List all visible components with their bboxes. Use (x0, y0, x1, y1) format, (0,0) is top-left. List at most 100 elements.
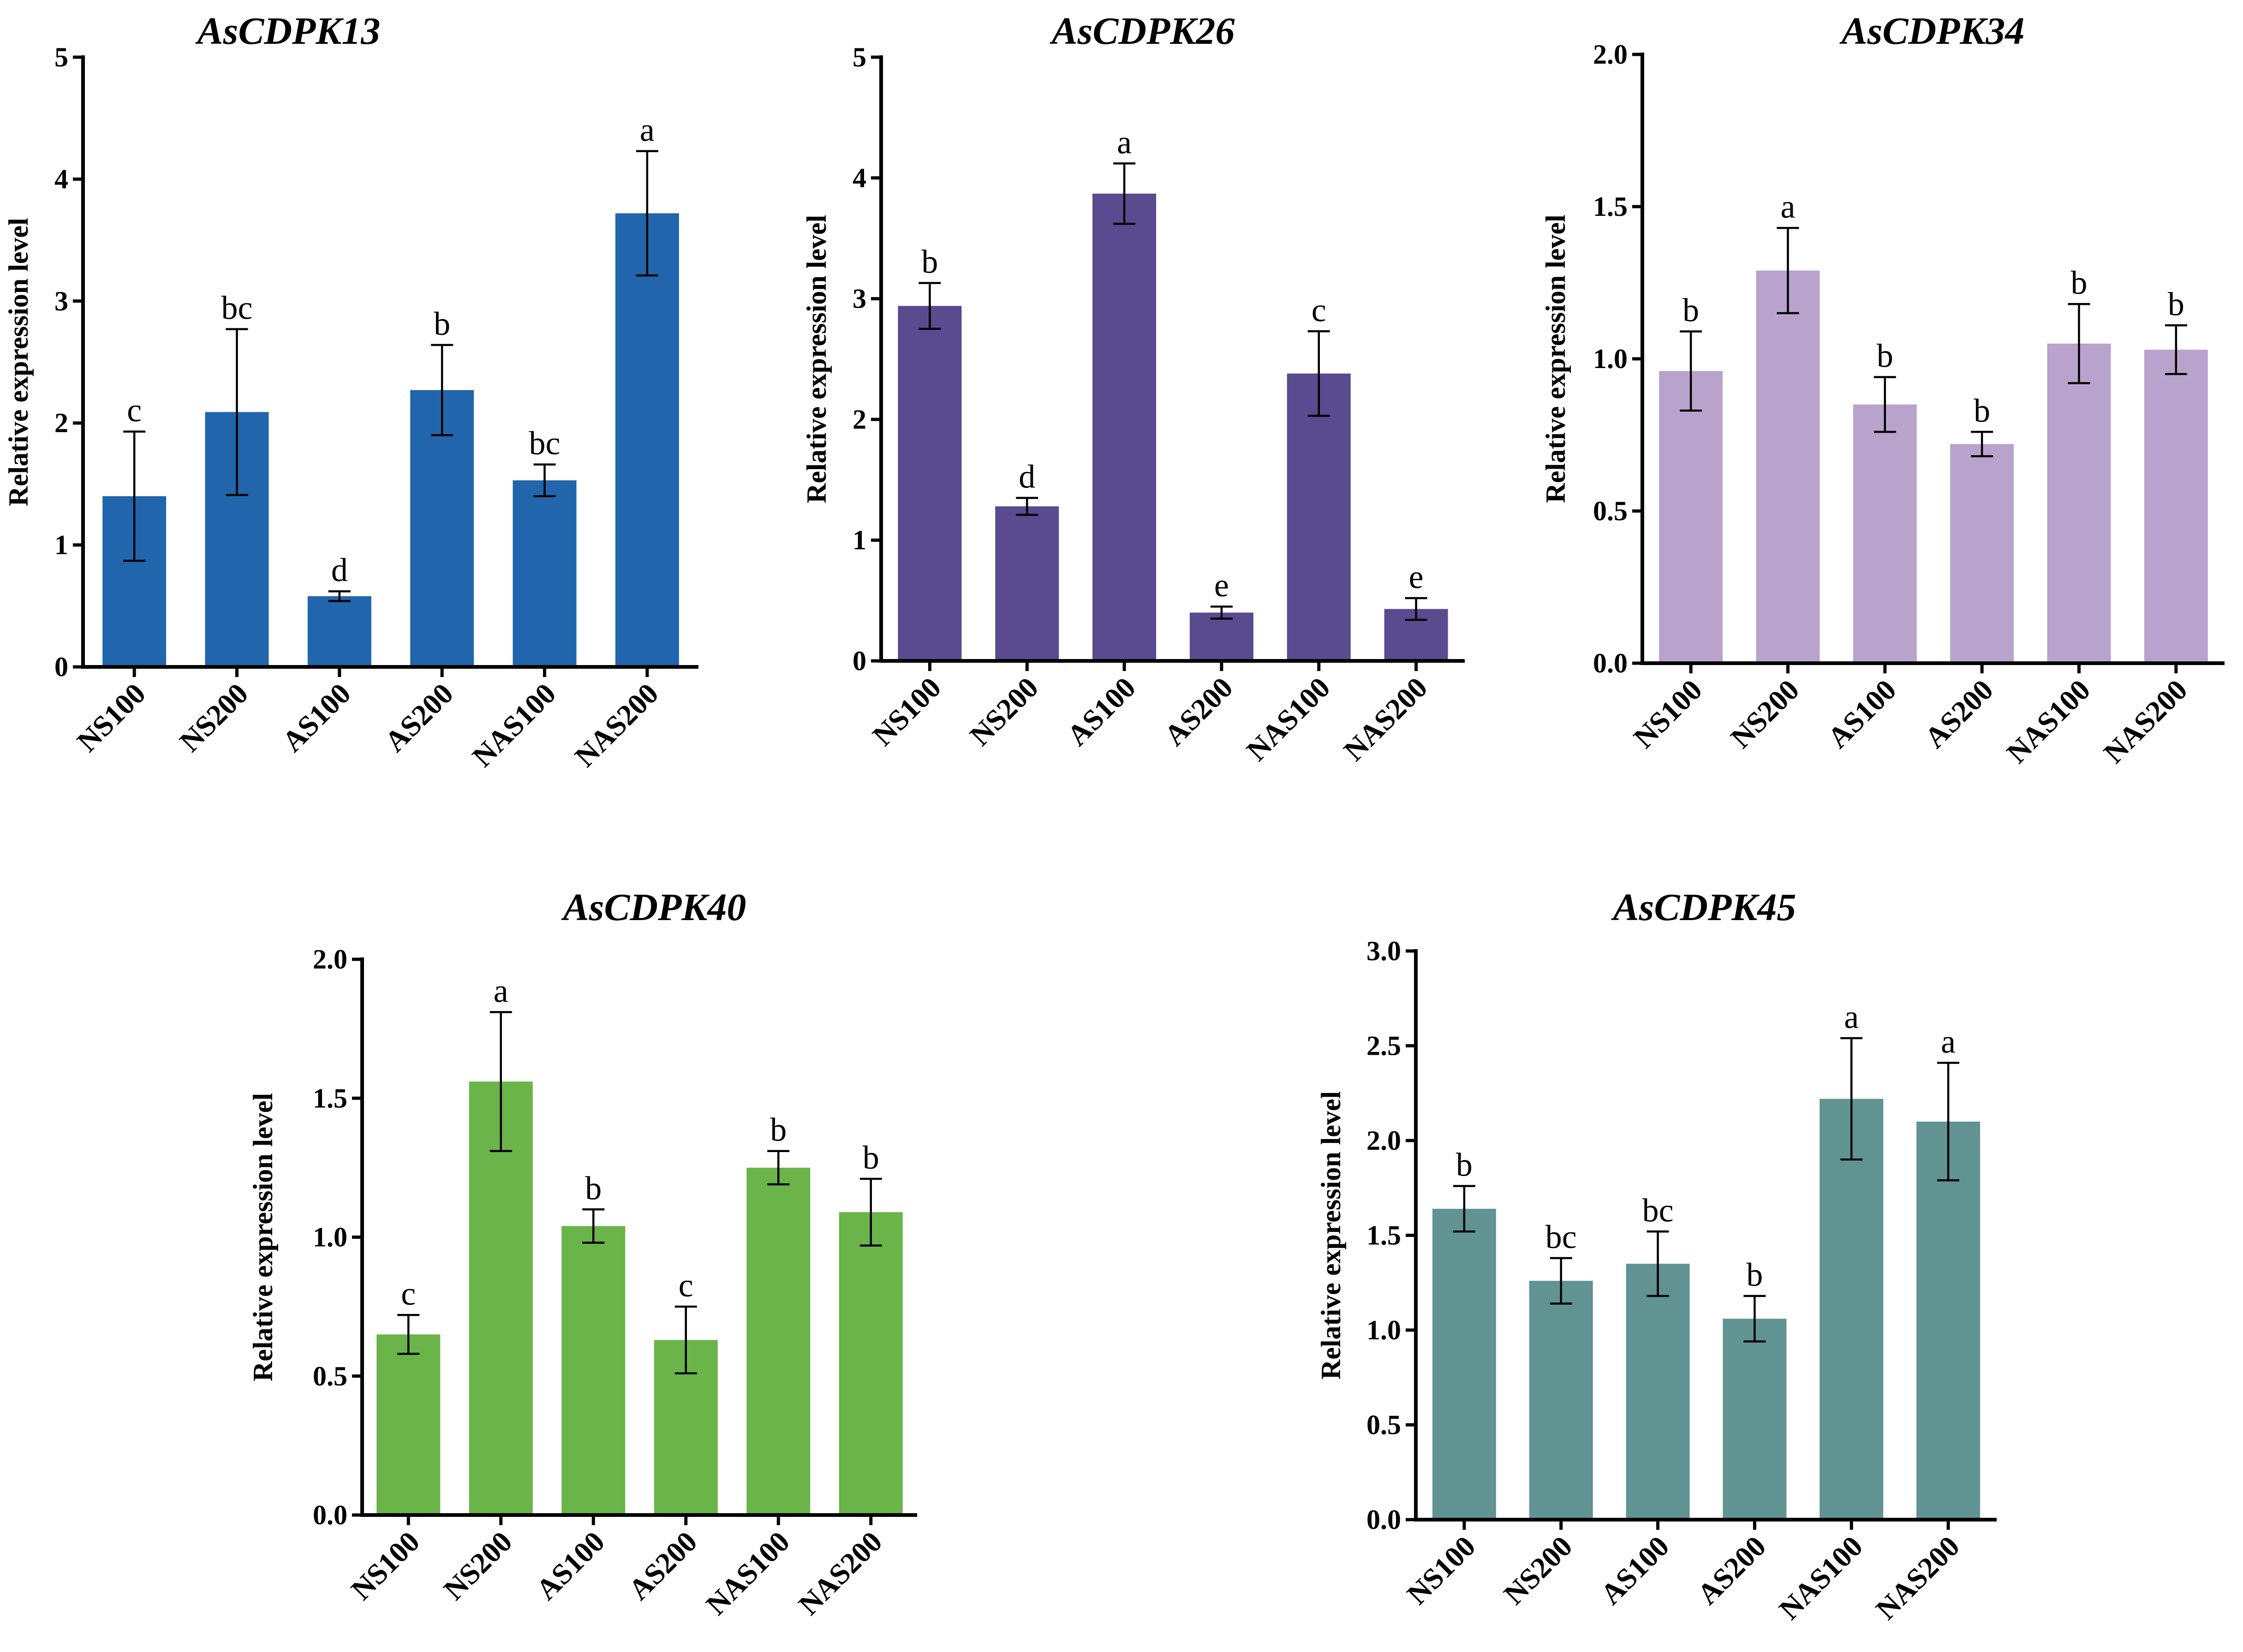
bar-as100 (1853, 404, 1917, 663)
significance-label: bc (221, 290, 253, 327)
significance-label: bc (1545, 1218, 1577, 1255)
x-tick-label: AS100 (276, 677, 357, 758)
x-tick-label: NAS100 (466, 677, 562, 773)
panel-ascdpk34: AsCDPK34 Relative expression level 0.0 0.5 1… (1540, 10, 2225, 769)
error-bar (919, 282, 941, 330)
bar-nas100 (513, 480, 577, 667)
panel-ascdpk45: AsCDPK45 Relative expression level 0.0 0.5 1… (1316, 886, 1997, 1626)
error-bar (1453, 1185, 1475, 1233)
y-axis-label: Relative expression level (3, 218, 34, 506)
error-bar (1777, 226, 1799, 315)
error-bar (582, 1208, 605, 1244)
significance-label: c (127, 392, 142, 429)
bar-ns100 (898, 306, 962, 661)
x-tick-label: NS100 (345, 1525, 426, 1606)
x-tick-label: AS100 (1821, 673, 1903, 755)
bar-as100 (561, 1226, 626, 1515)
x-tick-label: NS200 (963, 671, 1044, 752)
y-axis-label: Relative expression level (1540, 214, 1571, 503)
error-bar (1113, 162, 1136, 225)
x-tick-label: NS200 (173, 677, 254, 758)
error-bar (1873, 376, 1896, 433)
y-axis-label: Relative expression level (1316, 1091, 1346, 1379)
y-tick-label: 1.0 (1366, 1315, 1401, 1345)
bar-nas100 (746, 1167, 811, 1515)
x-tick-label: NS100 (1627, 673, 1708, 755)
x-tick-label: AS100 (530, 1525, 611, 1606)
x-tick-label: AS200 (378, 677, 459, 758)
x-tick-label: NS100 (71, 677, 152, 758)
chart-title: AsCDPK45 (1611, 886, 1796, 929)
panel-ascdpk26: AsCDPK26 Relative expression level 0 1 2 3 4 5 b… (801, 10, 1465, 767)
significance-label: b (863, 1139, 879, 1176)
bar-ns200 (1756, 270, 1820, 663)
error-bar (123, 430, 146, 562)
x-tick-label: NAS100 (700, 1525, 796, 1622)
y-tick-label: 0.0 (313, 1500, 347, 1530)
axes (81, 55, 698, 669)
x-tick-label: AS200 (1158, 671, 1239, 752)
bar-as100 (307, 596, 371, 667)
bar-as100 (1092, 193, 1157, 661)
error-bar (1646, 1230, 1669, 1297)
significance-label: b (1456, 1147, 1473, 1183)
y-tick-label: 3 (54, 286, 68, 316)
x-tick-label: NAS200 (2097, 673, 2194, 770)
y-axis-label: Relative expression level (801, 215, 832, 503)
error-bar (1210, 605, 1233, 620)
error-bar (1937, 1062, 1960, 1182)
bar-nas200 (2144, 350, 2208, 663)
y-tick-label: 0.0 (1366, 1504, 1401, 1535)
significance-label: b (1974, 392, 1990, 429)
significance-label: a (1844, 998, 1859, 1035)
bar-as200 (1189, 612, 1253, 661)
y-tick-label: 4 (54, 164, 68, 194)
x-tick-label: AS200 (1918, 673, 1999, 755)
axes (360, 957, 917, 1517)
y-tick-label: 0.5 (1366, 1410, 1401, 1440)
axes (1414, 949, 1997, 1521)
x-tick-label: NAS100 (2000, 673, 2097, 770)
error-bar (1743, 1295, 1766, 1343)
bar-ns200 (995, 506, 1059, 661)
y-tick-label: 3.0 (1366, 936, 1401, 966)
significance-label: b (770, 1111, 787, 1148)
significance-label: c (679, 1267, 693, 1304)
error-bar (636, 150, 658, 277)
significance-label: a (1781, 188, 1796, 225)
significance-label: a (1117, 124, 1132, 160)
significance-label: c (1312, 291, 1326, 328)
error-bar (767, 1150, 790, 1186)
x-tick-label: NAS100 (1240, 671, 1336, 767)
panel-ascdpk40: AsCDPK40 Relative expression level 0.0 0.5 1… (248, 886, 917, 1621)
significance-label: b (921, 244, 938, 280)
error-bar (674, 1305, 697, 1374)
y-tick-label: 0 (853, 646, 866, 676)
significance-label: b (1877, 338, 1893, 374)
error-bar (1307, 330, 1330, 417)
error-bar (1550, 1257, 1572, 1305)
y-tick-label: 1 (853, 525, 866, 555)
significance-label: d (331, 552, 348, 588)
significance-label: b (1682, 292, 1699, 329)
y-tick-label: 1.0 (1593, 344, 1628, 374)
chart-title: AsCDPK40 (561, 886, 746, 929)
y-tick-label: 5 (853, 42, 866, 72)
x-tick-label: NAS200 (568, 677, 665, 773)
x-tick-label: AS100 (1061, 671, 1142, 752)
y-tick-label: 2 (54, 408, 68, 438)
error-bar (533, 463, 556, 498)
y-tick-label: 2.0 (313, 944, 347, 975)
bar-nas100 (1819, 1099, 1884, 1520)
significance-label: b (2168, 285, 2184, 322)
y-tick-label: 2.0 (1593, 39, 1628, 70)
y-tick-label: 0 (54, 652, 68, 682)
x-tick-label: NAS200 (1337, 671, 1434, 767)
significance-label: b (2071, 264, 2088, 301)
y-tick-label: 3 (853, 284, 866, 314)
x-tick-label: AS100 (1594, 1530, 1676, 1611)
chart-title: AsCDPK13 (195, 10, 381, 53)
y-tick-label: 5 (54, 42, 68, 72)
significance-label: b (585, 1170, 602, 1206)
significance-label: bc (1642, 1192, 1674, 1229)
